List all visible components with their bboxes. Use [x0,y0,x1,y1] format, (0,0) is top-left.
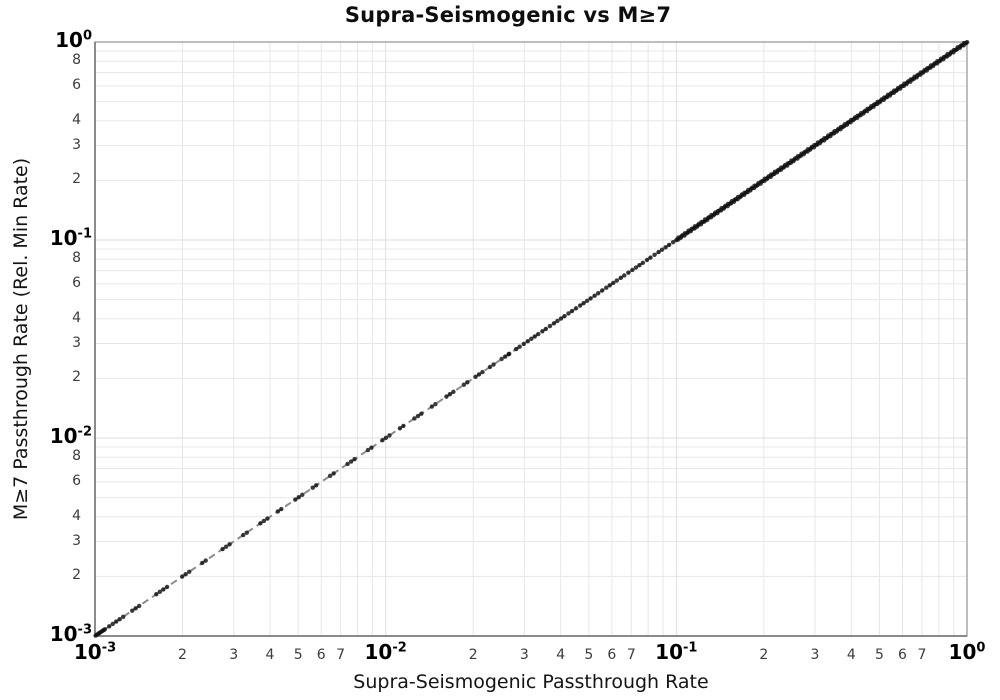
scatter-points [93,39,970,638]
chart-title: Supra-Seismogenic vs M≥7 [344,3,672,27]
x-axis-title: Supra-Seismogenic Passthrough Rate [353,671,709,693]
gridlines [95,42,967,636]
